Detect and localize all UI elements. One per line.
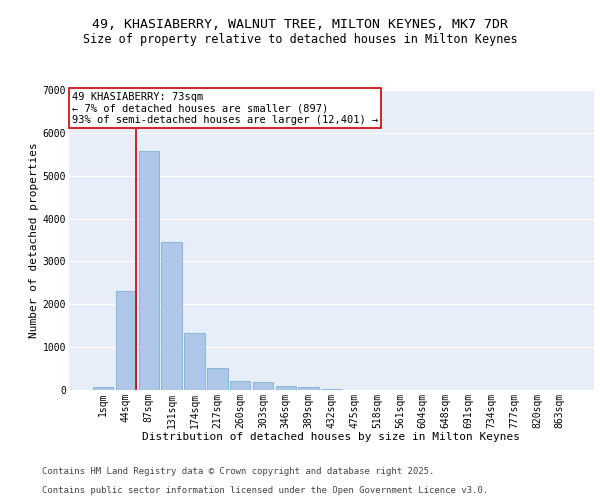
Text: 49, KHASIABERRY, WALNUT TREE, MILTON KEYNES, MK7 7DR: 49, KHASIABERRY, WALNUT TREE, MILTON KEY… xyxy=(92,18,508,30)
Bar xyxy=(298,388,319,390)
Bar xyxy=(207,368,227,390)
Y-axis label: Number of detached properties: Number of detached properties xyxy=(29,142,38,338)
Bar xyxy=(139,151,159,390)
X-axis label: Distribution of detached houses by size in Milton Keynes: Distribution of detached houses by size … xyxy=(143,432,521,442)
Bar xyxy=(116,292,136,390)
Bar xyxy=(184,334,205,390)
Text: Size of property relative to detached houses in Milton Keynes: Size of property relative to detached ho… xyxy=(83,32,517,46)
Text: 49 KHASIABERRY: 73sqm
← 7% of detached houses are smaller (897)
93% of semi-deta: 49 KHASIABERRY: 73sqm ← 7% of detached h… xyxy=(71,92,378,124)
Bar xyxy=(321,388,342,390)
Bar xyxy=(161,242,182,390)
Bar xyxy=(230,381,250,390)
Bar xyxy=(275,386,296,390)
Text: Contains HM Land Registry data © Crown copyright and database right 2025.: Contains HM Land Registry data © Crown c… xyxy=(42,467,434,476)
Bar xyxy=(253,382,273,390)
Text: Contains public sector information licensed under the Open Government Licence v3: Contains public sector information licen… xyxy=(42,486,488,495)
Bar xyxy=(93,387,113,390)
